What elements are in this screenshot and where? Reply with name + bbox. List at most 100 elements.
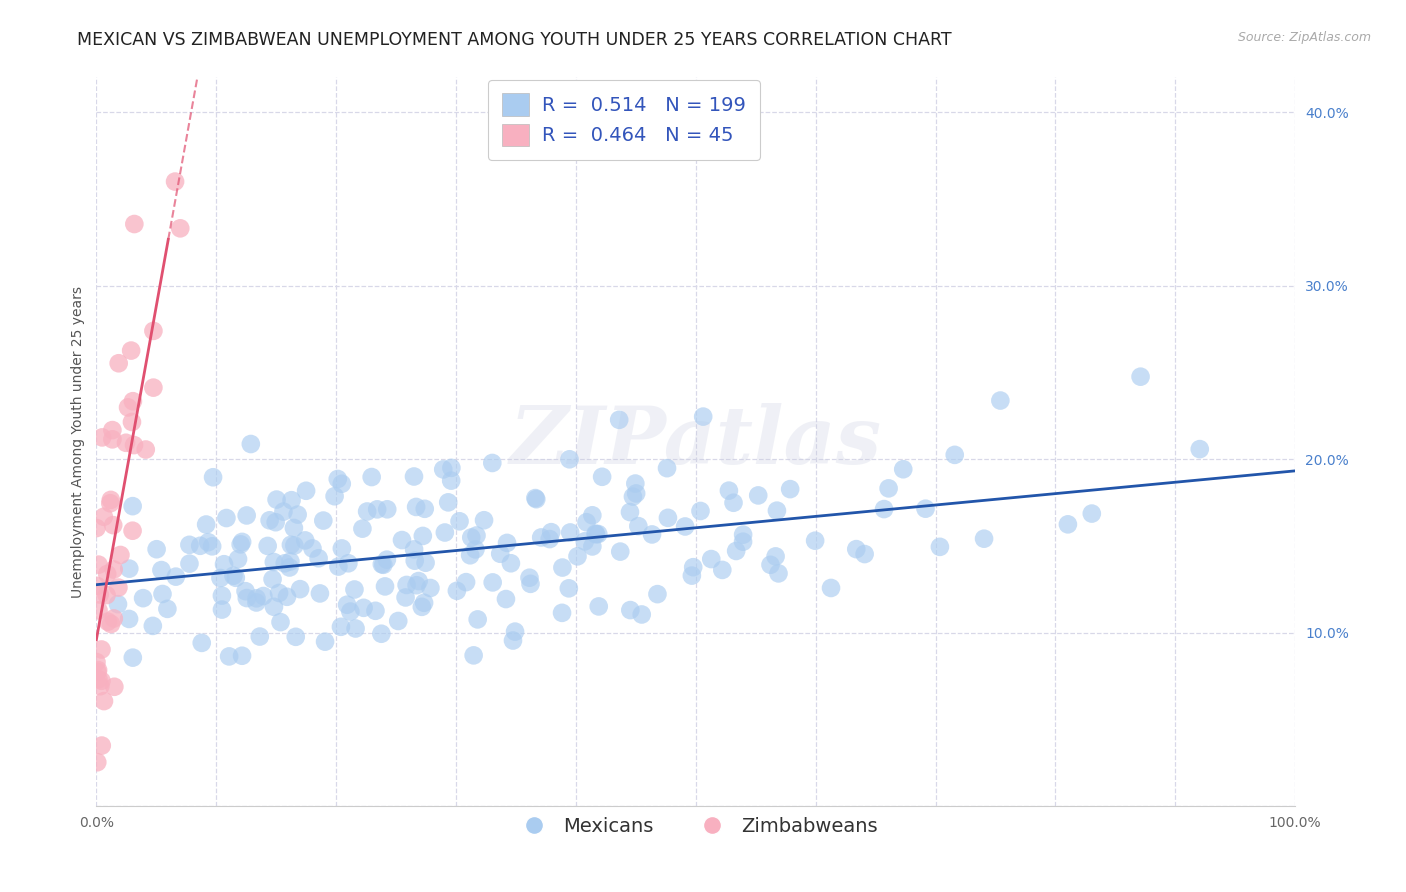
Point bbox=[446, 583, 468, 598]
Point bbox=[309, 586, 332, 600]
Point bbox=[412, 529, 434, 543]
Point bbox=[329, 620, 352, 634]
Point bbox=[283, 521, 305, 535]
Point bbox=[366, 502, 388, 516]
Point bbox=[682, 560, 704, 574]
Point bbox=[107, 581, 129, 595]
Point bbox=[295, 483, 318, 498]
Point bbox=[723, 496, 745, 510]
Point bbox=[519, 571, 541, 585]
Point bbox=[481, 456, 503, 470]
Point bbox=[87, 603, 110, 617]
Point bbox=[314, 634, 336, 648]
Point bbox=[551, 606, 574, 620]
Point bbox=[86, 655, 108, 669]
Point bbox=[211, 589, 233, 603]
Point bbox=[519, 577, 541, 591]
Point bbox=[768, 566, 790, 581]
Point bbox=[627, 519, 650, 533]
Point bbox=[142, 619, 165, 633]
Point bbox=[804, 533, 827, 548]
Point bbox=[330, 476, 353, 491]
Point bbox=[124, 217, 146, 231]
Point bbox=[222, 568, 245, 582]
Point bbox=[375, 502, 398, 516]
Point bbox=[101, 433, 124, 447]
Point bbox=[122, 394, 145, 409]
Point bbox=[294, 533, 316, 548]
Point bbox=[574, 534, 596, 549]
Point bbox=[499, 556, 522, 570]
Point bbox=[588, 527, 610, 541]
Point bbox=[86, 665, 108, 679]
Point bbox=[413, 596, 436, 610]
Point bbox=[195, 517, 218, 532]
Point bbox=[339, 605, 361, 619]
Point bbox=[585, 526, 607, 541]
Point bbox=[465, 528, 488, 542]
Point bbox=[283, 539, 305, 553]
Point bbox=[280, 538, 302, 552]
Point bbox=[245, 595, 267, 609]
Point bbox=[87, 558, 110, 572]
Point bbox=[619, 603, 641, 617]
Point bbox=[411, 599, 433, 614]
Point bbox=[619, 505, 641, 519]
Point bbox=[914, 501, 936, 516]
Point bbox=[1081, 507, 1104, 521]
Point bbox=[404, 554, 426, 568]
Point bbox=[262, 572, 284, 586]
Point bbox=[110, 548, 132, 562]
Point bbox=[276, 590, 298, 604]
Point bbox=[352, 522, 374, 536]
Point bbox=[152, 587, 174, 601]
Point bbox=[387, 614, 409, 628]
Point bbox=[460, 531, 482, 545]
Point bbox=[231, 648, 253, 663]
Point bbox=[93, 509, 115, 524]
Point bbox=[179, 538, 201, 552]
Point bbox=[489, 547, 512, 561]
Point bbox=[145, 542, 167, 557]
Point bbox=[142, 381, 165, 395]
Point bbox=[419, 581, 441, 595]
Point bbox=[336, 598, 359, 612]
Point bbox=[202, 470, 225, 484]
Point bbox=[344, 622, 367, 636]
Point bbox=[502, 633, 524, 648]
Point bbox=[118, 612, 141, 626]
Point bbox=[312, 514, 335, 528]
Point bbox=[132, 591, 155, 606]
Point bbox=[165, 569, 187, 583]
Point bbox=[274, 557, 297, 571]
Point bbox=[530, 531, 553, 545]
Point bbox=[89, 587, 111, 601]
Point bbox=[585, 527, 607, 541]
Point bbox=[87, 673, 110, 687]
Point bbox=[236, 591, 259, 605]
Point bbox=[540, 525, 562, 540]
Point bbox=[364, 604, 387, 618]
Point bbox=[156, 602, 179, 616]
Point bbox=[270, 615, 292, 629]
Point bbox=[107, 597, 129, 611]
Point bbox=[943, 448, 966, 462]
Point bbox=[607, 413, 630, 427]
Point bbox=[405, 578, 427, 592]
Point bbox=[118, 561, 141, 575]
Point bbox=[280, 554, 302, 568]
Point bbox=[121, 499, 143, 513]
Point bbox=[330, 541, 353, 556]
Point bbox=[215, 511, 238, 525]
Point bbox=[624, 476, 647, 491]
Point bbox=[96, 588, 118, 602]
Point bbox=[404, 542, 426, 557]
Point bbox=[928, 540, 950, 554]
Point bbox=[103, 562, 125, 576]
Point bbox=[91, 430, 114, 444]
Point bbox=[717, 483, 740, 498]
Point bbox=[891, 462, 914, 476]
Point bbox=[226, 552, 249, 566]
Point bbox=[673, 519, 696, 533]
Point bbox=[591, 470, 613, 484]
